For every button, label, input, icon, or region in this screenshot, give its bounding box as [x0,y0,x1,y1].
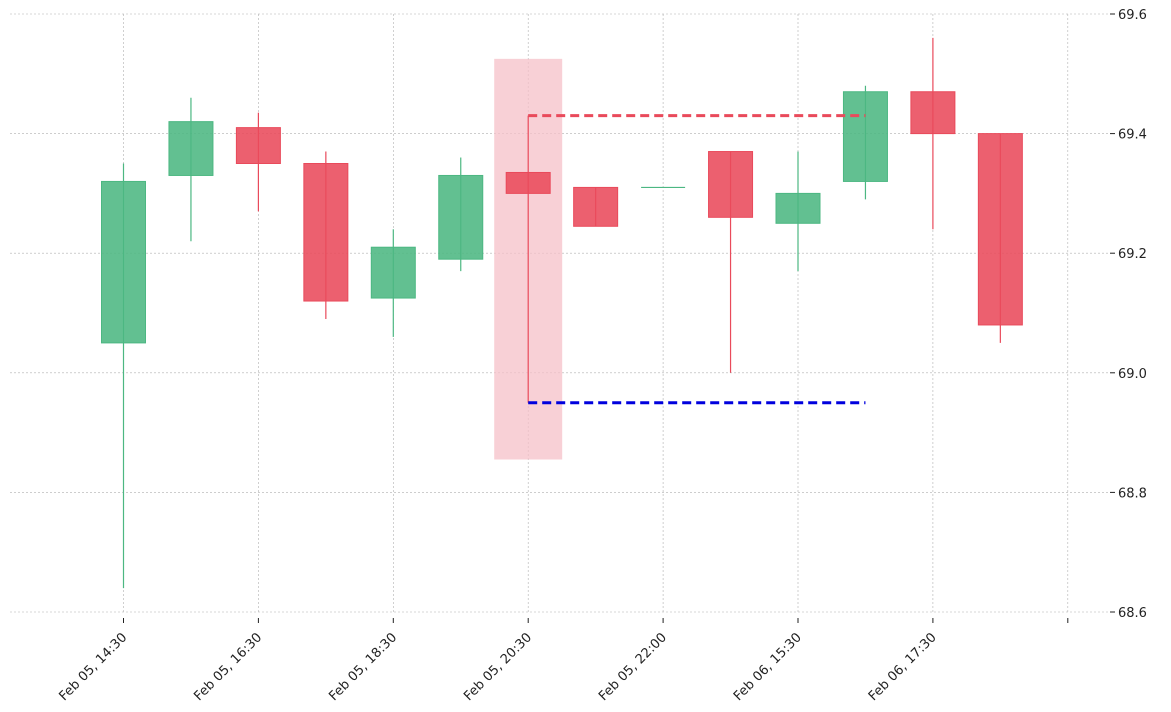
x-tick-label: Feb 06, 15:30 [731,630,805,704]
candle-body [775,192,821,224]
y-tick-label: 69.6 [1118,8,1147,23]
axis-layer: 68.6 68.8 69.0 69.2 69.4 69.6 Feb 05, 14:30 Feb… [56,8,1146,704]
candle-body [505,171,551,194]
candle-body [235,127,281,165]
x-tick-label: Feb 05, 20:30 [461,630,535,704]
candle-layer [101,37,1023,589]
candle-body [708,151,754,218]
y-tick-label: 68.6 [1118,606,1147,621]
y-tick-label: 69.2 [1118,247,1147,262]
candle-body [977,133,1023,326]
candle-body [168,121,214,176]
candle-body [438,174,484,260]
x-tick-label: Feb 05, 14:30 [56,630,130,704]
candle-body [303,163,349,302]
candle-body [910,91,956,135]
y-tick-label: 68.8 [1118,486,1147,501]
y-tick-label: 69.0 [1118,367,1147,382]
x-tick-label: Feb 05, 18:30 [326,630,400,704]
candle-body [573,186,619,227]
x-tick-label: Feb 05, 22:00 [596,630,670,704]
level-lines-layer [528,114,866,405]
x-tick-label: Feb 05, 16:30 [191,630,265,704]
candle-body [370,246,416,299]
x-tick-label: Feb 06, 17:30 [866,630,940,704]
y-tick-label: 69.4 [1118,128,1147,143]
candle-body [842,91,888,182]
candle-body [101,180,146,344]
